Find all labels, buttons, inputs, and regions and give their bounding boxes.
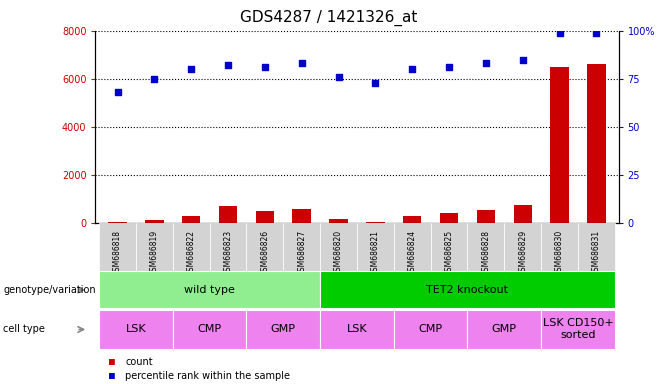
- Point: [223, 62, 234, 68]
- Bar: [393, 223, 430, 271]
- Point: [334, 74, 344, 80]
- Text: GSM686825: GSM686825: [445, 230, 453, 276]
- Point: [443, 64, 454, 70]
- Bar: [109, 222, 127, 223]
- Point: [554, 30, 565, 36]
- Point: [260, 64, 270, 70]
- Bar: [293, 209, 311, 223]
- Bar: [219, 206, 238, 223]
- Bar: [430, 223, 467, 271]
- Text: count: count: [125, 357, 153, 367]
- Bar: [403, 215, 421, 223]
- Bar: [467, 223, 504, 271]
- Text: GSM686831: GSM686831: [592, 230, 601, 276]
- Bar: [513, 205, 532, 223]
- Bar: [247, 223, 284, 271]
- Text: LSK CD150+
sorted: LSK CD150+ sorted: [543, 318, 613, 340]
- Text: wild type: wild type: [184, 285, 235, 295]
- Text: ■: ■: [109, 357, 114, 367]
- Point: [186, 66, 197, 72]
- Bar: [541, 310, 615, 349]
- Bar: [393, 310, 467, 349]
- Bar: [99, 310, 173, 349]
- Text: LSK: LSK: [347, 324, 367, 334]
- Point: [517, 56, 528, 63]
- Bar: [476, 210, 495, 223]
- Bar: [99, 271, 320, 308]
- Text: LSK: LSK: [126, 324, 146, 334]
- Text: TET2 knockout: TET2 knockout: [426, 285, 509, 295]
- Text: GSM686830: GSM686830: [555, 230, 564, 276]
- Bar: [145, 220, 164, 223]
- Bar: [330, 219, 348, 223]
- Bar: [357, 223, 393, 271]
- Bar: [587, 65, 605, 223]
- Bar: [578, 223, 615, 271]
- Bar: [136, 223, 173, 271]
- Bar: [210, 223, 247, 271]
- Point: [149, 76, 160, 82]
- Text: GMP: GMP: [271, 324, 296, 334]
- Point: [370, 79, 380, 86]
- Text: GMP: GMP: [492, 324, 517, 334]
- Bar: [541, 223, 578, 271]
- Bar: [247, 310, 320, 349]
- Bar: [284, 223, 320, 271]
- Text: GSM686822: GSM686822: [187, 230, 195, 276]
- Bar: [173, 310, 247, 349]
- Point: [480, 60, 491, 66]
- Bar: [320, 310, 393, 349]
- Text: percentile rank within the sample: percentile rank within the sample: [125, 371, 290, 381]
- Bar: [99, 223, 136, 271]
- Point: [297, 60, 307, 66]
- Text: GSM686824: GSM686824: [408, 230, 417, 276]
- Point: [591, 30, 601, 36]
- Text: GDS4287 / 1421326_at: GDS4287 / 1421326_at: [240, 10, 418, 26]
- Bar: [320, 223, 357, 271]
- Bar: [504, 223, 541, 271]
- Text: GSM686828: GSM686828: [482, 230, 490, 276]
- Text: ■: ■: [109, 371, 114, 381]
- Text: GSM686819: GSM686819: [150, 230, 159, 276]
- Point: [113, 89, 123, 95]
- Bar: [366, 222, 384, 223]
- Text: genotype/variation: genotype/variation: [3, 285, 96, 295]
- Text: cell type: cell type: [3, 324, 45, 334]
- Bar: [173, 223, 210, 271]
- Bar: [550, 67, 569, 223]
- Text: GSM686820: GSM686820: [334, 230, 343, 276]
- Text: CMP: CMP: [418, 324, 443, 334]
- Bar: [467, 310, 541, 349]
- Bar: [256, 211, 274, 223]
- Text: CMP: CMP: [197, 324, 222, 334]
- Bar: [320, 271, 615, 308]
- Bar: [182, 216, 201, 223]
- Text: GSM686827: GSM686827: [297, 230, 306, 276]
- Bar: [440, 213, 458, 223]
- Text: GSM686823: GSM686823: [224, 230, 232, 276]
- Text: GSM686826: GSM686826: [261, 230, 269, 276]
- Text: GSM686829: GSM686829: [519, 230, 527, 276]
- Text: GSM686818: GSM686818: [113, 230, 122, 276]
- Point: [407, 66, 417, 72]
- Text: GSM686821: GSM686821: [371, 230, 380, 276]
